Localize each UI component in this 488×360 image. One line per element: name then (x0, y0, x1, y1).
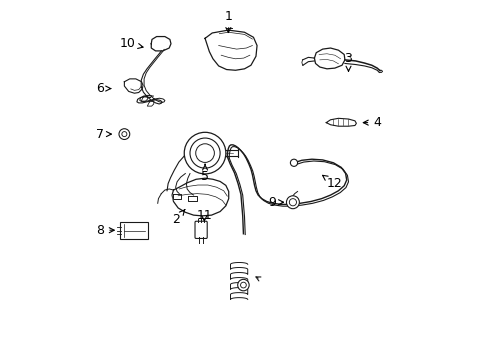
Text: 2: 2 (172, 210, 184, 226)
Text: 4: 4 (363, 116, 380, 129)
Circle shape (240, 282, 246, 288)
Circle shape (289, 199, 296, 206)
Circle shape (195, 144, 214, 162)
Polygon shape (314, 48, 344, 69)
Text: 12: 12 (322, 175, 341, 190)
Circle shape (290, 159, 297, 166)
Text: 7: 7 (96, 127, 111, 141)
FancyBboxPatch shape (195, 221, 207, 238)
Text: 3: 3 (344, 51, 352, 71)
Polygon shape (204, 30, 257, 70)
Circle shape (190, 138, 220, 168)
Polygon shape (188, 196, 196, 201)
Polygon shape (325, 118, 356, 126)
Text: 8: 8 (96, 224, 114, 237)
Circle shape (286, 196, 299, 209)
Polygon shape (124, 79, 142, 93)
FancyBboxPatch shape (120, 222, 148, 239)
Polygon shape (151, 37, 171, 51)
Circle shape (237, 279, 249, 291)
Polygon shape (172, 178, 228, 216)
Circle shape (122, 132, 126, 136)
Text: 6: 6 (96, 82, 110, 95)
Text: 11: 11 (196, 210, 212, 222)
Text: 5: 5 (201, 164, 209, 183)
Text: 1: 1 (224, 10, 232, 32)
Circle shape (184, 132, 225, 174)
Text: 9: 9 (268, 196, 283, 209)
Text: 10: 10 (120, 37, 143, 50)
Circle shape (119, 129, 129, 139)
Polygon shape (172, 194, 181, 199)
